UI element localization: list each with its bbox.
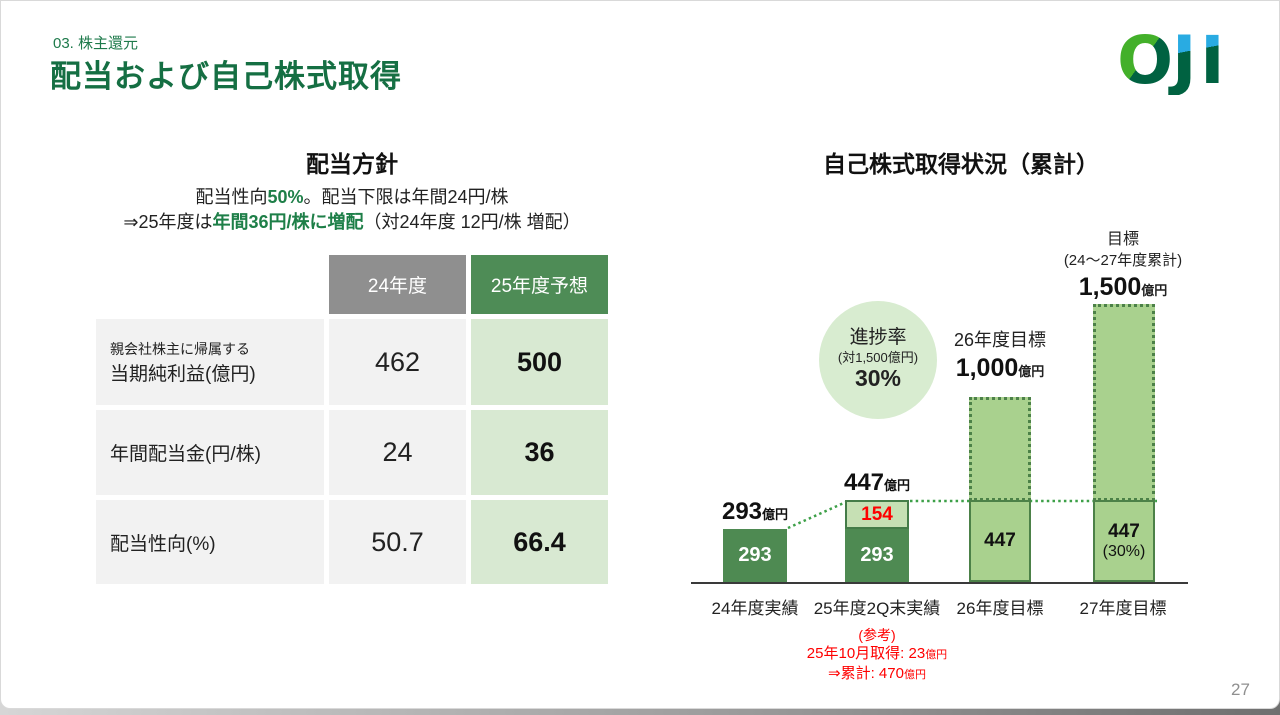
dividend-table: 24年度 25年度予想 親会社株主に帰属する 当期純利益(億円) 462 500… <box>96 255 608 584</box>
row-label-annual-dividend: 年間配当金(円/株) <box>96 410 324 495</box>
col-header-fy24: 24年度 <box>329 255 466 314</box>
row-label-payout-ratio: 配当性向(%) <box>96 500 324 584</box>
svg-text:O: O <box>1119 27 1173 95</box>
section-eyebrow: 03. 株主還元 <box>53 35 139 52</box>
chart-baseline <box>691 582 1188 584</box>
page-title: 配当および自己株式取得 <box>50 59 402 94</box>
payout-ratio-em: 50% <box>267 187 304 207</box>
bar-fy27-achieved: 447 (30%) <box>1093 500 1155 582</box>
page-number: 27 <box>1231 680 1250 699</box>
annual-dividend-fy25: 36 <box>471 410 608 495</box>
bar-fy26-target-outline <box>969 397 1031 501</box>
buyback-title: 自己株式取得状況（累計） <box>823 151 1099 177</box>
target-fy27-label: 目標 (24～27年度累計) 1,500億円 <box>1063 231 1183 301</box>
row-label-net-income: 親会社株主に帰属する 当期純利益(億円) <box>96 319 324 405</box>
bar-fy25-added-segment: 154 <box>845 500 909 529</box>
bar-fy26-achieved: 447 <box>969 500 1031 582</box>
net-income-fy24: 462 <box>329 319 466 405</box>
oji-logo-icon: O JI <box>1117 22 1228 99</box>
bar-fy25-carryover-segment: 293 <box>845 529 909 582</box>
reference-note: (参考) 25年10月取得: 23億円 ⇒累計: 470億円 <box>806 627 948 682</box>
dividend-policy-line2: ⇒25年度は年間36円/株に増配（対24年度 12円/株 増配） <box>123 212 581 232</box>
payout-ratio-fy24: 50.7 <box>329 500 466 584</box>
annual-dividend-fy24: 24 <box>329 410 466 495</box>
svg-text:JI: JI <box>1168 27 1228 95</box>
dividend-policy-line1: 配当性向50%。配当下限は年間24円/株 <box>195 187 509 207</box>
table-corner-cell <box>96 255 324 314</box>
dividend-policy-title: 配当方針 <box>306 151 398 177</box>
payout-ratio-fy25: 66.4 <box>471 500 608 584</box>
x-label-fy27: 27年度目標 <box>1079 599 1167 618</box>
bar1-total-label: 293億円 <box>721 498 789 525</box>
oji-logo: O JI <box>1117 22 1247 100</box>
bar2-total-label: 447億円 <box>843 469 911 496</box>
target-fy26-label: 26年度目標 1,000億円 <box>953 330 1047 383</box>
bar-fy27-achieved-pct: (30%) <box>1102 543 1146 560</box>
col-header-fy25: 25年度予想 <box>471 255 608 314</box>
bar-fy24-actual: 293 <box>723 529 787 582</box>
x-label-fy24: 24年度実績 <box>711 599 799 618</box>
buyback-chart: 進捗率 (対1,500億円) 30% 目標 (24～27年度累計) 1,500億… <box>691 226 1191 696</box>
x-label-fy26: 26年度目標 <box>956 599 1044 618</box>
x-label-fy25: 25年度2Q末実績 <box>813 599 941 618</box>
dividend-increase-em: 年間36円/株に増配 <box>212 212 364 232</box>
bar-fy27-target-outline <box>1093 304 1155 501</box>
progress-circle: 進捗率 (対1,500億円) 30% <box>819 301 937 419</box>
net-income-fy25: 500 <box>471 319 608 405</box>
progress-value: 30% <box>854 365 902 392</box>
